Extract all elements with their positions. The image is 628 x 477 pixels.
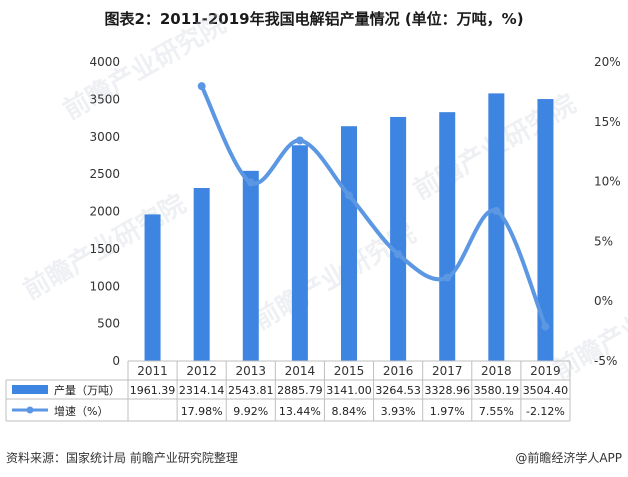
- data-table: 2011 2012 2013 2014 2015 2016 2017 2018 2019 产量（万…: [5, 360, 571, 422]
- growth-point: [541, 322, 550, 331]
- bar-series: [144, 93, 554, 362]
- growth-point: [246, 178, 255, 187]
- growth-value-label: 17.98%: [181, 405, 223, 418]
- right-tick-label: 15%: [594, 115, 621, 129]
- category-label: 2018: [481, 364, 512, 378]
- growth-point: [443, 273, 452, 282]
- growth-point: [345, 191, 353, 200]
- bar-value-label: 3328.96: [424, 384, 470, 397]
- left-tick-label: 2000: [89, 205, 120, 219]
- growth-point: [394, 250, 403, 259]
- left-tick-label: 4000: [89, 55, 120, 69]
- category-label: 2011: [137, 364, 168, 378]
- left-tick-label: 500: [97, 317, 120, 331]
- bar-2017: [439, 112, 456, 361]
- growth-value-label: 3.93%: [381, 405, 416, 418]
- right-axis: -5% 0% 5% 10% 15% 20%: [594, 55, 621, 368]
- bar-2016: [390, 116, 407, 361]
- growth-value-label: 8.84%: [332, 405, 367, 418]
- category-label: 2012: [186, 364, 217, 378]
- category-label: 2019: [530, 364, 561, 378]
- left-tick-label: 1000: [89, 279, 120, 293]
- category-label: 2016: [383, 364, 414, 378]
- bar-value-label: 1961.39: [130, 384, 176, 397]
- legend-label-line: 增速（%）: [54, 404, 108, 418]
- legend-swatch-dot: [26, 406, 34, 414]
- bar-value-label: 3141.00: [326, 384, 372, 397]
- growth-point: [295, 136, 304, 145]
- bar-2018: [488, 93, 505, 361]
- bar-value-label: 2314.14: [179, 384, 225, 397]
- bar-2012: [193, 188, 210, 361]
- bar-2019: [537, 99, 554, 362]
- right-tick-label: 10%: [594, 175, 621, 189]
- growth-point: [492, 206, 501, 215]
- bar-2011: [144, 214, 161, 361]
- bar-value-label: 2885.79: [277, 384, 323, 397]
- left-tick-label: 3500: [89, 92, 120, 106]
- category-label: 2015: [334, 364, 365, 378]
- right-tick-label: 0%: [594, 294, 613, 308]
- brand-label: @前瞻经济学人APP: [515, 450, 622, 465]
- left-tick-label: 0: [112, 354, 120, 368]
- bar-value-label: 3504.40: [523, 384, 569, 397]
- bar-value-label: 3264.53: [375, 384, 421, 397]
- growth-point: [197, 82, 206, 91]
- bar-2013: [242, 170, 259, 361]
- growth-value-label: 9.92%: [233, 405, 268, 418]
- category-label: 2014: [285, 364, 316, 378]
- left-tick-label: 2500: [89, 167, 120, 181]
- growth-value-label: -2.12%: [526, 405, 565, 418]
- legend-label-bar: 产量（万吨）: [54, 383, 120, 397]
- growth-value-label: 1.97%: [430, 405, 465, 418]
- legend-swatch-bar: [12, 385, 48, 394]
- left-tick-label: 1500: [89, 242, 120, 256]
- growth-value-label: 13.44%: [279, 405, 321, 418]
- left-tick-label: 3000: [89, 130, 120, 144]
- bar-value-label: 2543.81: [228, 384, 274, 397]
- line-series: [197, 82, 550, 331]
- growth-value-label: 7.55%: [479, 405, 514, 418]
- category-label: 2017: [432, 364, 463, 378]
- bar-value-label: 3580.19: [474, 384, 520, 397]
- right-tick-label: 20%: [594, 55, 621, 69]
- right-tick-label: -5%: [594, 354, 617, 368]
- chart-title: 图表2：2011-2019年我国电解铝产量情况 (单位：万吨，%): [104, 10, 523, 28]
- left-axis: 0 500 1000 1500 2000 2500 3000 3500 4000: [89, 55, 120, 368]
- source-note: 资料来源：国家统计局 前瞻产业研究院整理: [6, 450, 238, 465]
- category-label: 2013: [236, 364, 267, 378]
- right-tick-label: 5%: [594, 234, 613, 248]
- bar-2014: [291, 145, 308, 361]
- bar-2015: [341, 126, 357, 361]
